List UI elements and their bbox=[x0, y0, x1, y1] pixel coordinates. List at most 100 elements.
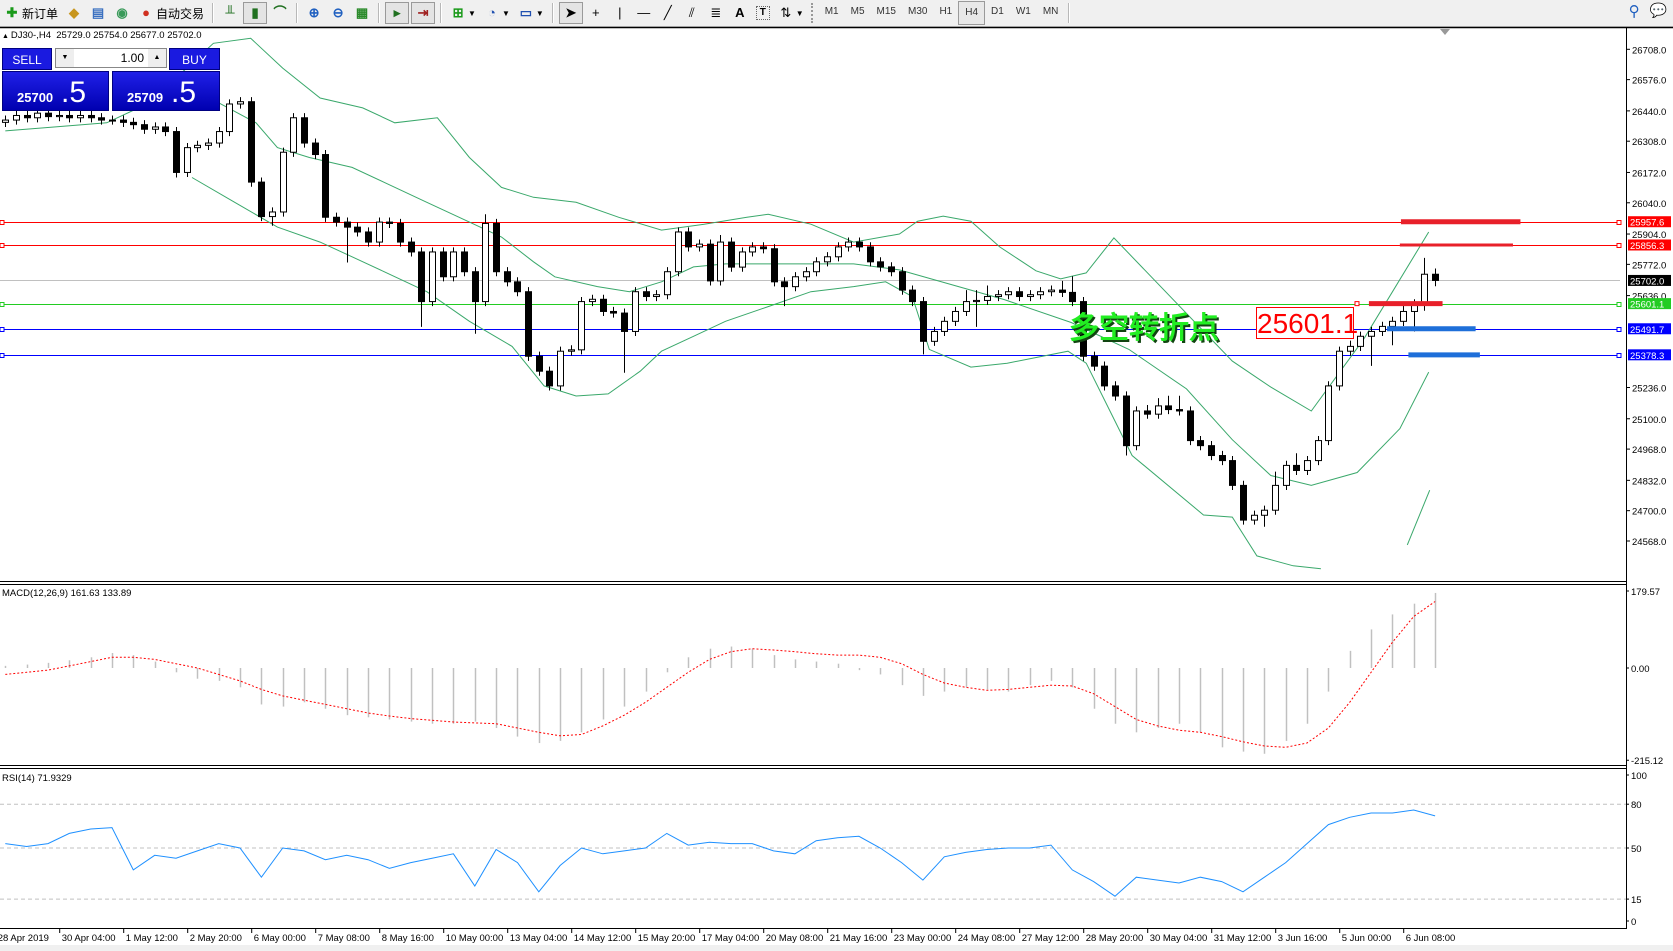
timeframe-mn[interactable]: MN bbox=[1042, 6, 1059, 17]
candle bbox=[771, 244, 778, 287]
buy-price-fraction: .5 bbox=[171, 76, 197, 109]
signals-button[interactable]: ◉ bbox=[111, 2, 133, 24]
auto-trading-button[interactable]: ● 自动交易 bbox=[135, 2, 207, 24]
line-chart-button[interactable]: ⌒ bbox=[269, 2, 291, 24]
toolbar-grip[interactable] bbox=[810, 3, 816, 23]
timeframe-m30[interactable]: M30 bbox=[907, 6, 928, 17]
trendline-button[interactable]: ╱ bbox=[657, 2, 679, 24]
time-axis-label: 13 May 04:00 bbox=[510, 933, 568, 944]
new-order-button[interactable]: ✚ 新订单 bbox=[1, 2, 61, 24]
fibonacci-icon: ≣ bbox=[710, 5, 722, 20]
text-button[interactable]: A bbox=[729, 2, 751, 24]
candle-body-bearish bbox=[344, 221, 351, 228]
candle bbox=[1101, 361, 1108, 391]
timeframe-m15[interactable]: M15 bbox=[876, 6, 896, 17]
sell-button[interactable]: SELL bbox=[2, 48, 52, 70]
cursor-button[interactable]: ➤ bbox=[558, 2, 583, 24]
candle bbox=[920, 296, 927, 355]
candle bbox=[952, 306, 959, 326]
price-tag bbox=[1628, 298, 1671, 310]
price-axis-label: 25236.0 bbox=[1632, 384, 1666, 395]
candle-body-bullish bbox=[973, 299, 980, 303]
periodicity-button[interactable]: ◔ ▼ bbox=[481, 2, 513, 24]
candle-body-bullish bbox=[717, 241, 724, 282]
timeframe-d1[interactable]: D1 bbox=[991, 6, 1004, 17]
timeframe-m5[interactable]: M5 bbox=[850, 6, 865, 17]
horizontal-line-button[interactable]: — bbox=[633, 2, 655, 24]
vertical-line-button[interactable]: | bbox=[609, 2, 631, 24]
timeframe-w1[interactable]: W1 bbox=[1015, 6, 1031, 17]
timeframe-m1[interactable]: M1 bbox=[824, 6, 839, 17]
search-icon[interactable]: ⚲ bbox=[1628, 3, 1640, 20]
zoom-out-button[interactable]: ⊖ bbox=[327, 2, 349, 24]
experts-button[interactable]: ◆ bbox=[63, 2, 85, 24]
chart-annotation-price-label[interactable]: 25601.1 bbox=[1256, 307, 1359, 339]
rsi-axis-label: 100 bbox=[1631, 771, 1647, 782]
candle bbox=[995, 290, 1002, 302]
history-center-button[interactable]: ▤ bbox=[87, 2, 109, 24]
candle bbox=[1293, 453, 1300, 476]
auto-scroll-button[interactable]: ⇥ bbox=[411, 2, 436, 24]
collapse-triangle-icon[interactable]: ▲ bbox=[2, 33, 11, 40]
fibonacci-button[interactable]: ≣ bbox=[705, 2, 727, 24]
chart-shift-marker-icon bbox=[1440, 29, 1450, 35]
candle bbox=[963, 290, 970, 317]
candle bbox=[1379, 321, 1386, 337]
text-label-button[interactable]: T bbox=[753, 2, 773, 24]
arrows-button[interactable]: ⇅ ▼ bbox=[775, 2, 807, 24]
bollinger-lower-band bbox=[191, 177, 1321, 570]
macd-axis-label: -215.12 bbox=[1631, 756, 1663, 767]
equidistant-channel-button[interactable]: ⫽ bbox=[681, 2, 703, 24]
candle-body-bullish bbox=[1133, 410, 1140, 447]
buy-button[interactable]: BUY bbox=[169, 48, 220, 70]
candle-body-bullish bbox=[1421, 273, 1428, 305]
candle bbox=[643, 287, 650, 302]
candle bbox=[2, 115, 9, 127]
chart-canvas[interactable]: 26708.0 26576.0 26440.0 26308.0 26172.0 26040… bbox=[0, 27, 1673, 951]
time-axis-label: 28 May 20:00 bbox=[1086, 933, 1144, 944]
candle-body-bearish bbox=[760, 246, 767, 250]
candle bbox=[290, 113, 297, 157]
level-anchor-icon bbox=[0, 243, 5, 248]
lot-size-input[interactable]: 1.00 bbox=[120, 51, 144, 65]
candle-body-bullish bbox=[1027, 294, 1034, 298]
indicators-button[interactable]: ⊞ ▼ bbox=[447, 2, 479, 24]
chevron-down-icon: ▼ bbox=[468, 8, 476, 18]
time-axis-label: 1 May 12:00 bbox=[126, 933, 178, 944]
chart-shift-button[interactable]: ▸ bbox=[385, 2, 410, 24]
sell-price-button[interactable]: 25700 .5 bbox=[2, 71, 109, 111]
candle bbox=[226, 99, 233, 137]
bar-chart-button[interactable]: ╨ bbox=[219, 2, 241, 24]
chevron-down-icon: ▼ bbox=[795, 8, 804, 18]
chart-window[interactable]: 26708.0 26576.0 26440.0 26308.0 26172.0 26040… bbox=[0, 27, 1673, 951]
time-axis-label: 5 Jun 00:00 bbox=[1342, 933, 1392, 944]
tile-windows-button[interactable]: ▦ bbox=[351, 2, 373, 24]
chart-annotation-text[interactable]: 多空转折点 bbox=[1069, 311, 1219, 346]
timeframe-h4[interactable]: H4 bbox=[958, 1, 986, 25]
crosshair-button[interactable]: + bbox=[585, 2, 607, 24]
candle bbox=[280, 147, 287, 217]
candle-body-bearish bbox=[461, 251, 468, 273]
candle bbox=[888, 262, 895, 277]
templates-button[interactable]: ▭ ▼ bbox=[515, 2, 547, 24]
candle bbox=[1197, 435, 1204, 451]
zoom-out-icon: ⊖ bbox=[332, 5, 344, 20]
candle-body-bearish bbox=[386, 221, 393, 224]
candlesticks-button[interactable]: ▮ bbox=[243, 2, 268, 24]
candle bbox=[344, 217, 351, 263]
candle-body-bullish bbox=[1336, 350, 1343, 387]
time-axis-label: 2 May 20:00 bbox=[190, 933, 242, 944]
candle-body-bullish bbox=[194, 144, 201, 149]
macd-axis-label: 0.00 bbox=[1631, 664, 1650, 675]
increase-lot-icon[interactable]: ▲ bbox=[148, 49, 166, 67]
buy-price-button[interactable]: 25709 .5 bbox=[112, 71, 220, 111]
zoom-in-button[interactable]: ⊕ bbox=[303, 2, 325, 24]
lot-size-stepper[interactable]: ▼ 1.00 ▲ bbox=[55, 48, 167, 68]
buy-price-main: 25709 bbox=[127, 90, 164, 105]
separator bbox=[440, 3, 443, 23]
timeframe-h1[interactable]: H1 bbox=[939, 6, 953, 17]
decrease-lot-icon[interactable]: ▼ bbox=[56, 49, 74, 67]
chat-icon[interactable]: 💬 bbox=[1649, 2, 1667, 18]
candle bbox=[1219, 450, 1226, 466]
candle-body-bearish bbox=[301, 117, 308, 144]
